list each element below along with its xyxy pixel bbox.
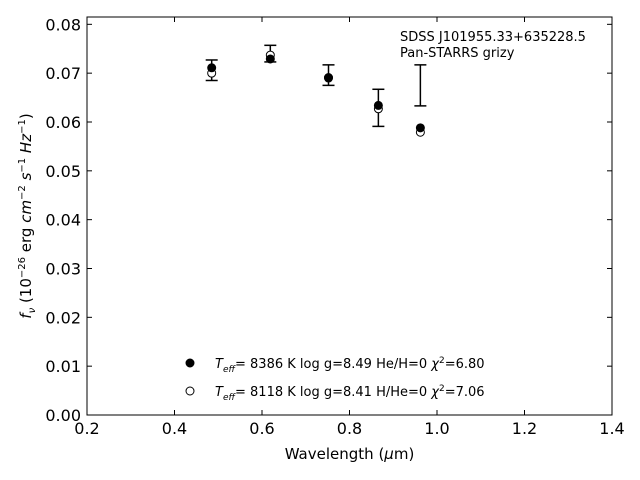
legend-filled-marker — [185, 358, 195, 368]
y-tick-label: 0.00 — [45, 406, 81, 425]
y-axis-label: fν (10−26 erg cm−2 s−1 Hz−1) — [17, 113, 38, 318]
y-tick-label: 0.08 — [45, 15, 81, 34]
x-tick-label: 0.6 — [249, 419, 274, 438]
filled-model-point — [373, 100, 383, 110]
x-axis-label: Wavelength (μm) — [285, 445, 415, 463]
x-tick-label: 0.4 — [162, 419, 187, 438]
y-tick-label: 0.02 — [45, 308, 81, 327]
filled-model-point — [265, 54, 275, 64]
legend: Teff= 8386 K log g=8.49 He/H=0 χ2=6.80 Te… — [185, 356, 485, 403]
y-tick-label: 0.01 — [45, 357, 81, 376]
x-tick-label: 0.2 — [74, 419, 99, 438]
x-tick-label: 0.8 — [337, 419, 362, 438]
x-tick-label: 1.2 — [512, 419, 537, 438]
filled-model-point — [324, 73, 333, 83]
y-tick-label: 0.05 — [45, 162, 81, 181]
y-tick-label: 0.06 — [45, 113, 81, 132]
error-bars — [205, 44, 427, 128]
annotation-object-name: SDSS J101955.33+635228.5 — [400, 30, 586, 45]
axis-ticks: 0.2 0.4 0.6 0.8 1.0 1.2 1.4 0.00 0.01 0.02 0.03 0.0… — [45, 15, 624, 438]
y-tick-label: 0.04 — [45, 211, 81, 230]
x-tick-label: 1.0 — [424, 419, 449, 438]
y-tick-label: 0.03 — [45, 259, 81, 278]
legend-label: Teff= 8386 K log g=8.49 He/H=0 χ2=6.80 — [215, 356, 485, 375]
annotation-survey: Pan-STARRS grizy — [400, 46, 515, 61]
data-points — [207, 50, 425, 137]
filled-model-point — [207, 63, 217, 73]
y-tick-label: 0.07 — [45, 64, 81, 83]
legend-label: Teff= 8118 K log g=8.41 H/He=0 χ2=7.06 — [215, 384, 485, 403]
x-tick-label: 1.4 — [599, 419, 624, 438]
plot-area — [86, 16, 613, 416]
filled-model-point — [415, 123, 425, 133]
legend-open-marker — [185, 386, 195, 396]
